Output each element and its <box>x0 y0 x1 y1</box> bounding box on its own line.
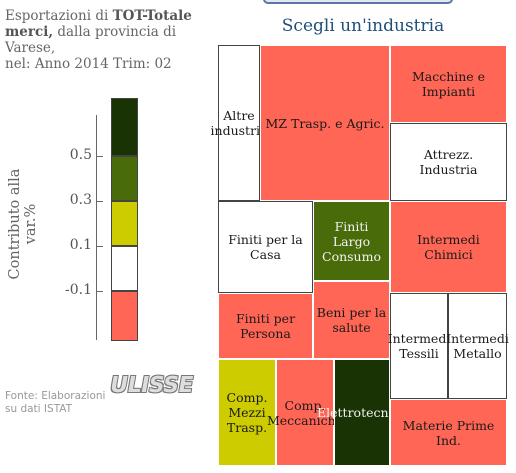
treemap-cell-beni-salute[interactable]: Beni per la salute <box>313 281 390 359</box>
legend-tick-label: 0.1 <box>69 237 92 253</box>
legend-tick-label: 0.3 <box>69 192 92 208</box>
legend-tick <box>96 291 103 292</box>
treemap-cell-intermedi-tessili[interactable]: Intermedi Tessili <box>388 293 450 399</box>
treemap-cell-comp-meccaniche[interactable]: Comp. Meccaniche <box>267 359 343 466</box>
treemap-cell-intermedi-chimici[interactable]: Intermedi Chimici <box>390 201 507 293</box>
legend-tick <box>96 201 103 202</box>
title-suffix: dalla provincia di Varese, <box>5 24 177 56</box>
legend-color-box <box>111 291 138 341</box>
treemap-cell-materie-prime[interactable]: Materie Prime Ind. <box>390 399 507 466</box>
title-period: nel: Anno 2014 Trim: 02 <box>5 56 172 72</box>
ulisse-logo: ULISSE <box>107 373 196 398</box>
treemap-cell-macchine-impianti[interactable]: Macchine e Impianti <box>390 45 507 123</box>
industry-treemap: Altre industrie MZ Trasp. e Agric. Macch… <box>211 45 509 466</box>
legend-color-box <box>111 201 138 246</box>
chart-description: Esportazioni di TOT-Totale merci, dalla … <box>5 8 210 72</box>
title-prefix: Esportazioni di <box>5 8 113 24</box>
source-note: Fonte: Elaborazioni su dati ISTAT <box>5 390 106 415</box>
legend-tick-label: -0.1 <box>65 282 92 298</box>
treemap-cell-altre-industrie[interactable]: Altre industrie <box>211 45 267 201</box>
legend-color-box <box>111 156 138 201</box>
legend-tick <box>96 246 103 247</box>
legend-tick <box>96 156 103 157</box>
legend-axis-label: Contributo alla var.% <box>7 168 39 280</box>
legend-tick-label: 0.5 <box>69 147 92 163</box>
treemap-cell-attrezz-industria[interactable]: Attrezz. Industria <box>390 123 507 201</box>
treemap-cell-mz-trasp[interactable]: MZ Trasp. e Agric. <box>260 45 390 201</box>
legend-color-box <box>111 246 138 291</box>
title-product: TOT-Totale merci, <box>5 8 192 40</box>
industry-panel-title: Scegli un'industria <box>281 16 445 36</box>
treemap-cell-elettrotecnica[interactable]: Elettrotecnica <box>317 359 407 466</box>
legend-axis-line <box>96 115 97 340</box>
treemap-cell-finiti-largo-consumo[interactable]: Finiti Largo Consumo <box>313 201 390 281</box>
treemap-cell-finiti-casa[interactable]: Finiti per la Casa <box>218 201 313 293</box>
treemap-cell-finiti-persona[interactable]: Finiti per Persona <box>218 293 313 359</box>
treemap-cell-comp-mezzi-trasp[interactable]: Comp. Mezzi Trasp. <box>218 359 276 466</box>
legend-color-box <box>111 98 138 156</box>
treemap-cell-intermedi-metallo[interactable]: Intermedi Metallo <box>446 293 509 399</box>
top-button[interactable] <box>263 0 453 4</box>
